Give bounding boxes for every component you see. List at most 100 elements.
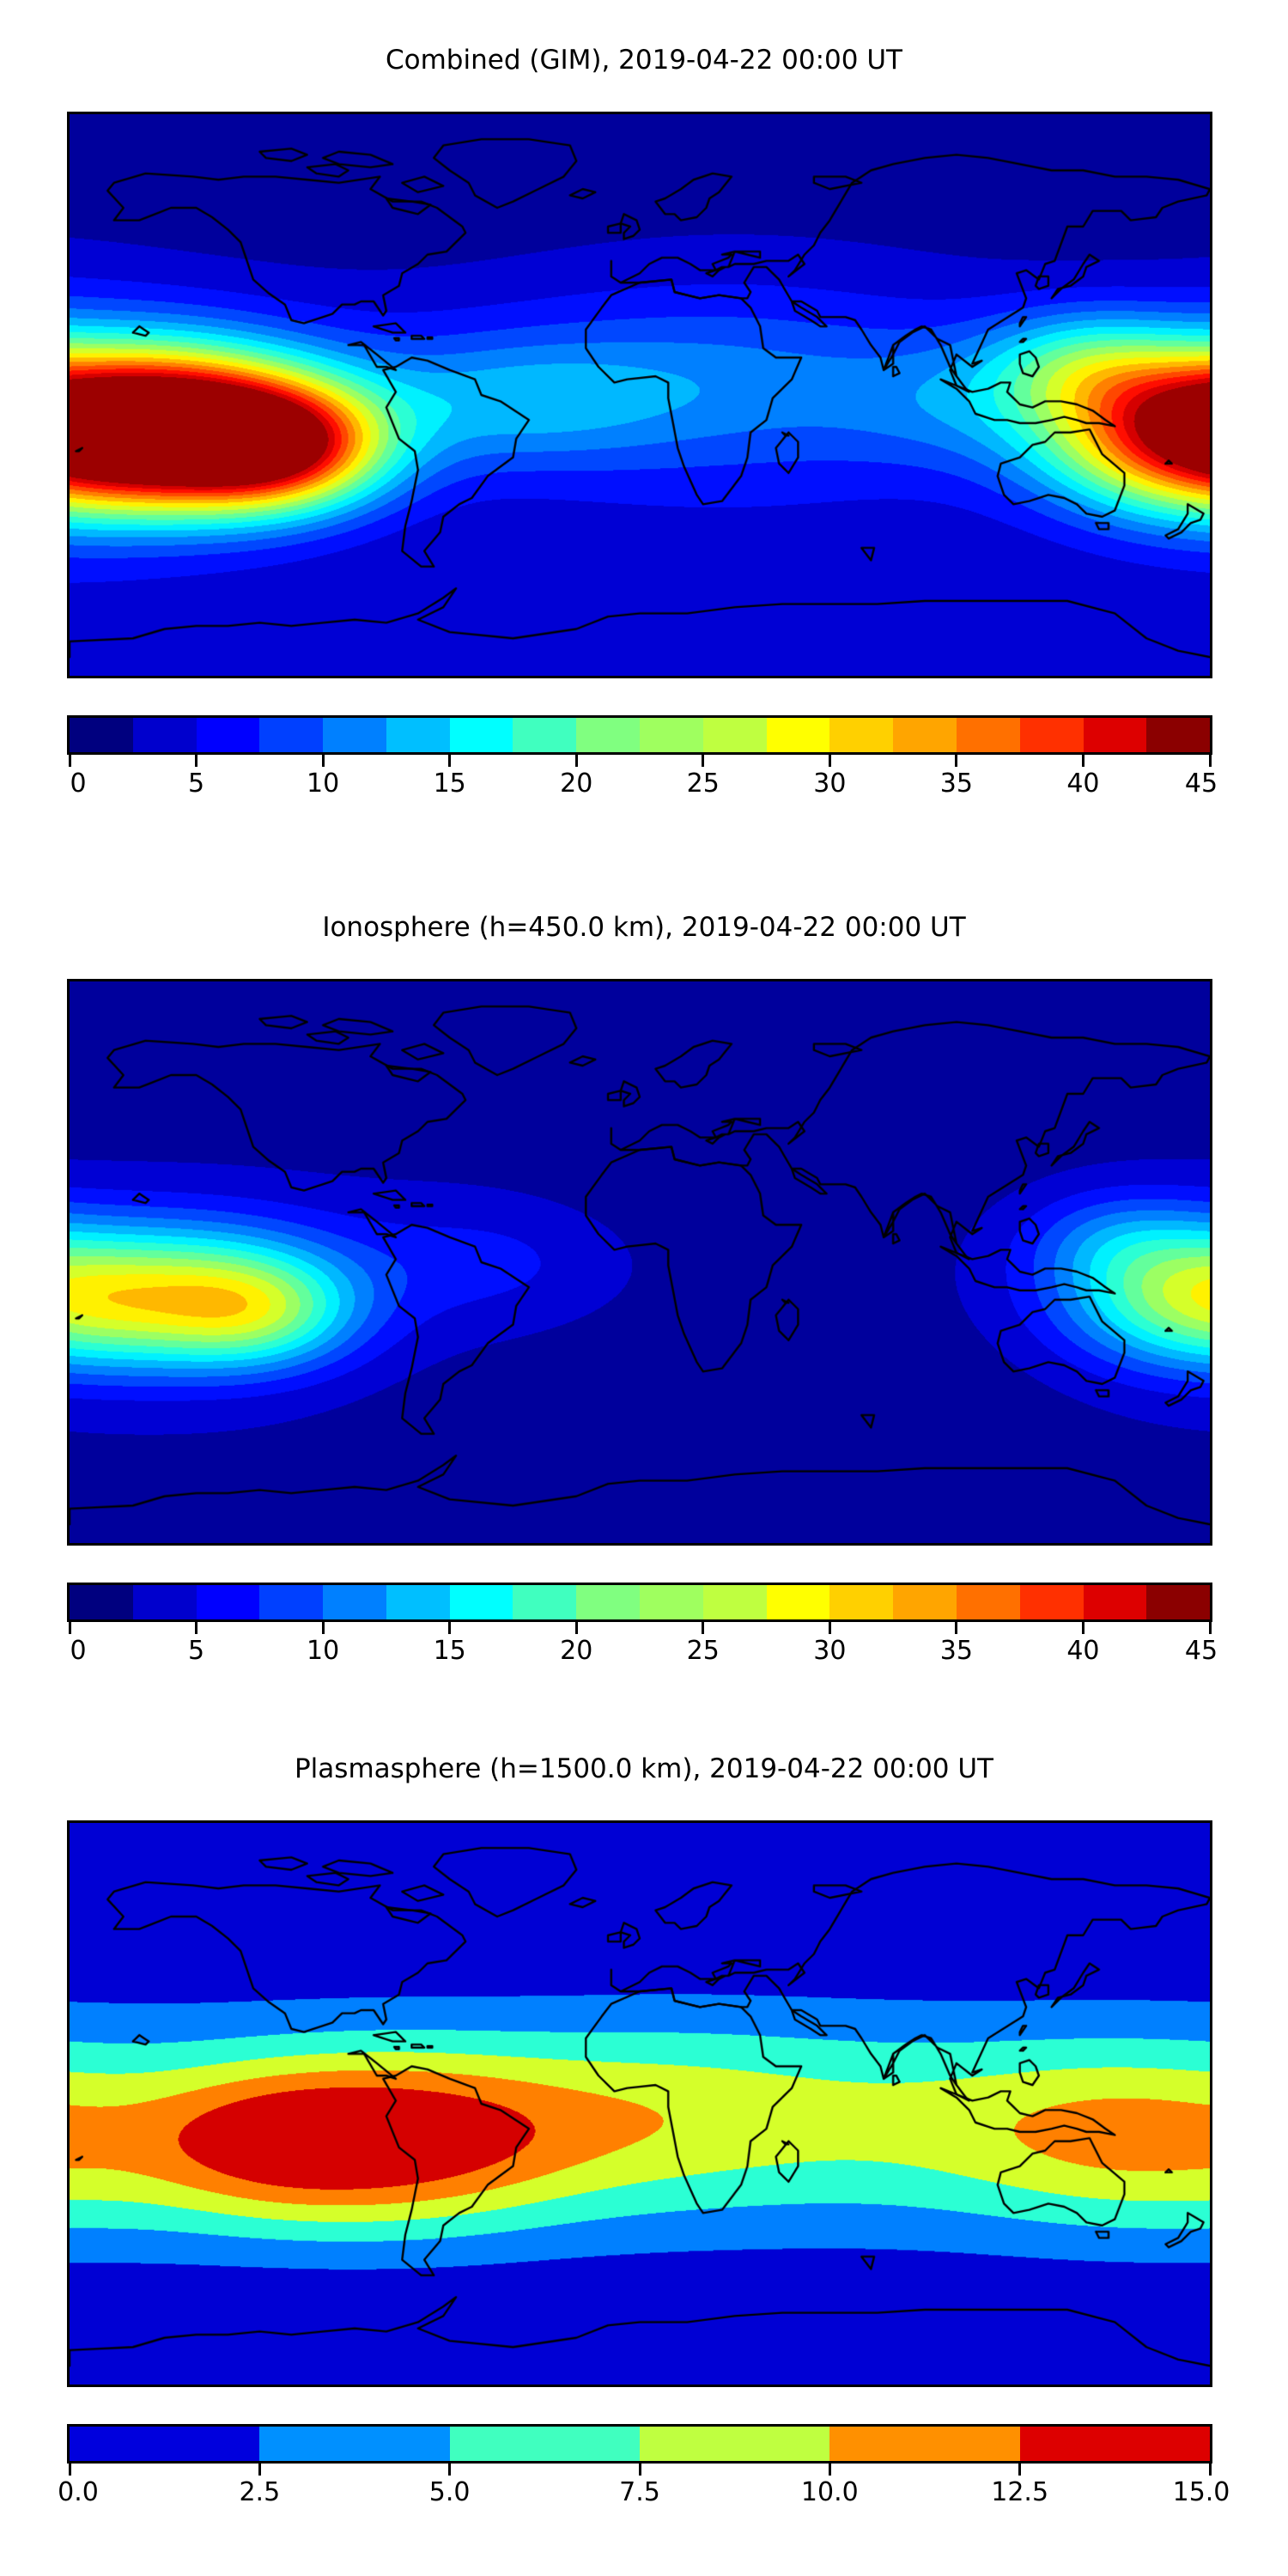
colorbar-band bbox=[449, 718, 513, 752]
colorbar-band bbox=[956, 1585, 1020, 1619]
colorbar-band bbox=[1019, 1585, 1084, 1619]
colorbar-tick bbox=[828, 755, 831, 767]
panel-ionosphere: Ionosphere (h=450.0 km), 2019-04-22 00:0… bbox=[0, 867, 1288, 1735]
colorbar-band bbox=[766, 718, 830, 752]
colorbar-band bbox=[449, 1585, 513, 1619]
colorbar-band bbox=[259, 718, 324, 752]
colorbar-tick bbox=[574, 755, 578, 767]
colorbar-tick bbox=[448, 1622, 452, 1634]
colorbar-tick bbox=[702, 755, 705, 767]
colorbar-tick bbox=[258, 2464, 261, 2476]
map-axes-ionosphere bbox=[67, 979, 1212, 1546]
colorbar-band bbox=[639, 2427, 830, 2461]
colorbar-band bbox=[259, 1585, 324, 1619]
colorbar-tick bbox=[1208, 1622, 1212, 1634]
colorbar-tick-label: 10 bbox=[307, 769, 340, 799]
colorbar-band bbox=[323, 718, 386, 752]
colorbar-strip-combined-gim bbox=[67, 715, 1212, 755]
colorbar-tick-label: 30 bbox=[813, 769, 847, 799]
colorbar-tick bbox=[195, 1622, 198, 1634]
colorbar-tick-label: 15.0 bbox=[1172, 2477, 1230, 2507]
colorbar-band bbox=[259, 2427, 450, 2461]
colorbar-band bbox=[70, 2427, 260, 2461]
colorbar-tick-label: 40 bbox=[1066, 769, 1100, 799]
panel-title-combined-gim: Combined (GIM), 2019-04-22 00:00 UT bbox=[386, 45, 902, 76]
colorbar-band bbox=[1019, 2427, 1210, 2461]
colorbar-tick-label: 0 bbox=[70, 769, 87, 799]
colorbar-tick bbox=[68, 1622, 71, 1634]
colorbar-tick-label: 20 bbox=[560, 1636, 593, 1666]
colorbar-tick-label: 15 bbox=[433, 769, 466, 799]
colorbar-tick-label: 5.0 bbox=[428, 2477, 471, 2507]
colorbar-labels-combined-gim: 0 5 10 15 20 25 30 35 40 45 bbox=[67, 769, 1218, 803]
colorbar-tick-label: 10.0 bbox=[800, 2477, 859, 2507]
colorbar-band bbox=[893, 718, 957, 752]
colorbar-tick-label: 12.5 bbox=[991, 2477, 1049, 2507]
colorbar-tick bbox=[574, 1622, 578, 1634]
colorbar-tick bbox=[1081, 1622, 1084, 1634]
colorbar-band bbox=[1083, 1585, 1147, 1619]
colorbar-tick bbox=[828, 2464, 831, 2476]
colorbar-tick bbox=[1208, 2464, 1212, 2476]
colorbar-ticks-plasmasphere bbox=[67, 2464, 1212, 2476]
panel-combined-gim: Combined (GIM), 2019-04-22 00:00 UT 0 5 10… bbox=[0, 0, 1288, 867]
colorbar-band bbox=[576, 1585, 641, 1619]
colorbar-band bbox=[1146, 718, 1211, 752]
colorbar-tick-label: 25 bbox=[686, 1636, 720, 1666]
colorbar-ticks-combined-gim bbox=[67, 755, 1212, 767]
colorbar-band bbox=[829, 1585, 894, 1619]
map-canvas-plasmasphere bbox=[70, 1823, 1210, 2385]
colorbar-tick bbox=[448, 755, 452, 767]
colorbar-tick-label: 25 bbox=[686, 769, 720, 799]
colorbar-band bbox=[829, 2427, 1020, 2461]
colorbar-band bbox=[386, 1585, 450, 1619]
colorbar-tick-label: 20 bbox=[560, 769, 593, 799]
colorbar-tick-label: 10 bbox=[307, 1636, 340, 1666]
colorbar-strip-plasmasphere bbox=[67, 2424, 1212, 2464]
colorbar-band bbox=[766, 1585, 830, 1619]
colorbar-tick-label: 40 bbox=[1066, 1636, 1100, 1666]
colorbar-band bbox=[449, 2427, 640, 2461]
panel-plasmasphere: Plasmasphere (h=1500.0 km), 2019-04-22 0… bbox=[0, 1735, 1288, 2576]
colorbar-strip-ionosphere bbox=[67, 1583, 1212, 1622]
colorbar-tick-label: 45 bbox=[1184, 1636, 1218, 1666]
colorbar-tick-label: 30 bbox=[813, 1636, 847, 1666]
colorbar-tick-label: 5 bbox=[188, 1636, 205, 1666]
colorbar-band bbox=[323, 1585, 386, 1619]
colorbar-ticks-ionosphere bbox=[67, 1622, 1212, 1634]
map-canvas-ionosphere bbox=[70, 981, 1210, 1543]
map-canvas-combined-gim bbox=[70, 114, 1210, 676]
colorbar-labels-ionosphere: 0 5 10 15 20 25 30 35 40 45 bbox=[67, 1636, 1218, 1670]
colorbar-band bbox=[132, 718, 197, 752]
colorbar-tick-label: 45 bbox=[1184, 769, 1218, 799]
colorbar-band bbox=[893, 1585, 957, 1619]
colorbar-band bbox=[640, 718, 703, 752]
colorbar-tick bbox=[448, 2464, 452, 2476]
colorbar-tick bbox=[638, 2464, 641, 2476]
panel-title-plasmasphere: Plasmasphere (h=1500.0 km), 2019-04-22 0… bbox=[294, 1753, 993, 1784]
colorbar-combined-gim: 0 5 10 15 20 25 30 35 40 45 bbox=[67, 715, 1218, 818]
colorbar-band bbox=[1146, 1585, 1211, 1619]
colorbar-tick-label: 5 bbox=[188, 769, 205, 799]
colorbar-ionosphere: 0 5 10 15 20 25 30 35 40 45 bbox=[67, 1583, 1218, 1686]
colorbar-tick-label: 7.5 bbox=[619, 2477, 660, 2507]
map-axes-combined-gim bbox=[67, 112, 1212, 678]
colorbar-band bbox=[70, 1585, 133, 1619]
colorbar-band bbox=[702, 718, 767, 752]
colorbar-tick-label: 15 bbox=[433, 1636, 466, 1666]
colorbar-tick bbox=[828, 1622, 831, 1634]
colorbar-tick bbox=[195, 755, 198, 767]
panel-title-ionosphere: Ionosphere (h=450.0 km), 2019-04-22 00:0… bbox=[322, 912, 966, 943]
colorbar-band bbox=[702, 1585, 767, 1619]
colorbar-band bbox=[132, 1585, 197, 1619]
colorbar-band bbox=[70, 718, 133, 752]
colorbar-tick bbox=[955, 1622, 958, 1634]
colorbar-tick-label: 2.5 bbox=[239, 2477, 281, 2507]
colorbar-band bbox=[1083, 718, 1147, 752]
colorbar-band bbox=[829, 718, 894, 752]
colorbar-tick bbox=[702, 1622, 705, 1634]
colorbar-band bbox=[386, 718, 450, 752]
colorbar-tick bbox=[955, 755, 958, 767]
colorbar-band bbox=[576, 718, 641, 752]
